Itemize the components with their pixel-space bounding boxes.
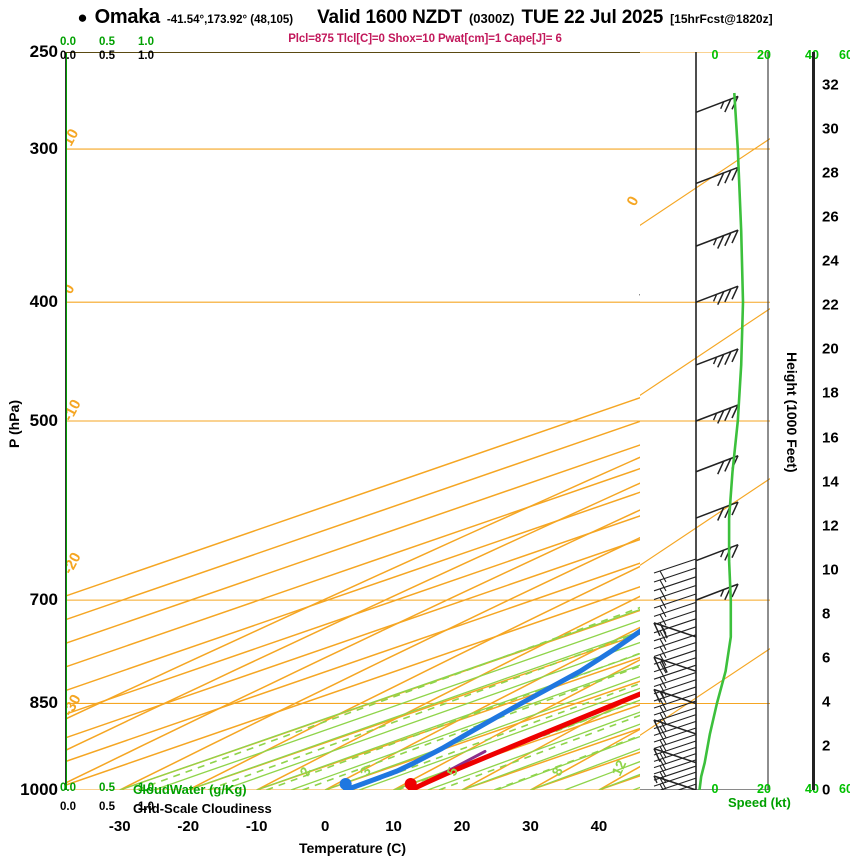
wind-barb (695, 95, 739, 114)
height-tick-14: 14 (822, 473, 839, 491)
speed-tick-top-0: 0 (711, 48, 719, 62)
wind-barb (695, 166, 739, 187)
height-tick-18: 18 (822, 384, 839, 402)
wind-barb (695, 543, 739, 562)
temperature-tick-20: 20 (453, 818, 471, 835)
isopleth-label: 12 (608, 757, 629, 778)
valid-time: Valid 1600 NZDT (317, 7, 462, 28)
pressure-tick-250: 250 (29, 42, 58, 61)
height-tick-26: 26 (822, 208, 839, 226)
temperature-axis-label: Temperature (C) (298, 840, 407, 856)
isopleth-label: -10 (65, 397, 85, 424)
height-tick-28: 28 (822, 164, 839, 182)
cloudwater-tick-bot-0: 0.0 (60, 782, 76, 794)
height-tick-16: 16 (822, 429, 839, 447)
isopleth-label: 0 (624, 194, 640, 209)
pressure-tick-700: 700 (29, 590, 58, 610)
cloudwater-tick-top-2: 1.0 (138, 36, 154, 48)
cloudwater-tick-bot-1: 0.5 (99, 782, 115, 794)
pressure-tick-850: 850 (29, 693, 58, 713)
height-tick-20: 20 (822, 340, 839, 358)
temperature-tick--20: -20 (177, 818, 200, 835)
cloudwater-tick-top-1: 0.5 (99, 36, 115, 48)
speed-axis-label: Speed (kt) (728, 795, 791, 810)
cloudwater-tick-bot-2: 1.0 (138, 782, 154, 794)
speed-tick-bot-20: 20 (757, 782, 771, 796)
cloudiness-tick-top-0: 0.0 (60, 50, 76, 62)
cloudiness-tick-top-1: 0.5 (99, 50, 115, 62)
height-axis-line (812, 52, 815, 790)
wind-speed-profile (698, 92, 745, 790)
stability-indices: Plcl=875 Tlcl[C]=0 Shox=10 Pwat[cm]=1 Ca… (288, 33, 562, 45)
isopleth-label: 10 (65, 126, 82, 149)
speed-tick-bot-60: 60 (839, 782, 850, 796)
pressure-tick-300: 300 (29, 139, 58, 159)
height-tick-4: 4 (822, 693, 831, 711)
wind-barb (695, 229, 739, 249)
cloudiness-tick-bot-0: 0.0 (60, 801, 76, 813)
wind-barb (695, 501, 739, 521)
cloudwater-axis-label: CloudWater (g/Kg) (133, 782, 247, 797)
cloudiness-axis-label: Grid-Scale Cloudiness (133, 801, 272, 816)
valid-time-utc: (0300Z) (468, 11, 515, 26)
pressure-tick-500: 500 (29, 411, 58, 430)
isopleth-label: -30 (65, 692, 85, 719)
temperature-tick-0: 0 (320, 818, 330, 835)
pressure-axis-label: P (hPa) (6, 400, 22, 448)
station-coordinates: -41.54°,173.92° (48,105) (166, 14, 294, 26)
trace-dewpoint (343, 628, 640, 790)
cloudiness-tick-bot-1: 0.5 (99, 801, 115, 813)
header: ● Omaka -41.54°,173.92° (48,105) Valid 1… (0, 6, 850, 32)
speed-tick-top-60: 60 (839, 48, 850, 62)
height-tick-0: 0 (822, 781, 831, 799)
height-tick-8: 8 (822, 605, 831, 623)
height-tick-12: 12 (822, 517, 839, 535)
temperature-tick--10: -10 (245, 818, 268, 835)
pressure-tick-400: 400 (29, 292, 58, 312)
height-tick-24: 24 (822, 252, 839, 270)
trace-temperature (408, 691, 640, 790)
temperature-tick--30: -30 (108, 818, 131, 835)
wind-canvas (640, 52, 770, 790)
height-axis-label: Height (1000 Feet) (784, 352, 800, 473)
surface-temperature (404, 778, 417, 790)
wind-barb (695, 348, 739, 368)
height-tick-30: 30 (822, 120, 839, 138)
surface-dewpoint (339, 778, 352, 790)
temperature-tick-10: 10 (385, 818, 402, 835)
wind-barb (695, 404, 739, 424)
station-name: Omaka (94, 6, 161, 28)
cloudiness-tick-top-2: 1.0 (138, 50, 154, 62)
skewt-canvas: 100-10-20-30010203023581220 (65, 52, 640, 790)
wind-barb (695, 285, 739, 305)
cloudiness-tick-bot-2: 1.0 (138, 801, 154, 813)
isopleth-label: 0 (65, 282, 78, 297)
pressure-tick-1000: 1000 (20, 780, 58, 799)
temperature-tick-40: 40 (590, 818, 608, 835)
height-tick-32: 32 (822, 76, 839, 94)
wind-panel (640, 52, 770, 790)
height-tick-22: 22 (822, 296, 839, 314)
cloudwater-tick-top-0: 0.0 (60, 36, 76, 48)
height-tick-6: 6 (822, 649, 831, 667)
station-marker-icon: ● (77, 8, 88, 27)
height-tick-2: 2 (822, 737, 831, 755)
speed-tick-bot-0: 0 (711, 782, 719, 796)
isopleth-label: -20 (65, 550, 85, 577)
speed-tick-top-20: 20 (757, 48, 771, 62)
forecast-info: [15hrFcst@1820z] (670, 12, 773, 26)
skewt-plot: 100-10-20-30010203023581220 (65, 52, 640, 790)
temperature-tick-30: 30 (522, 818, 539, 835)
height-tick-10: 10 (822, 561, 839, 579)
valid-date: TUE 22 Jul 2025 (521, 7, 664, 28)
